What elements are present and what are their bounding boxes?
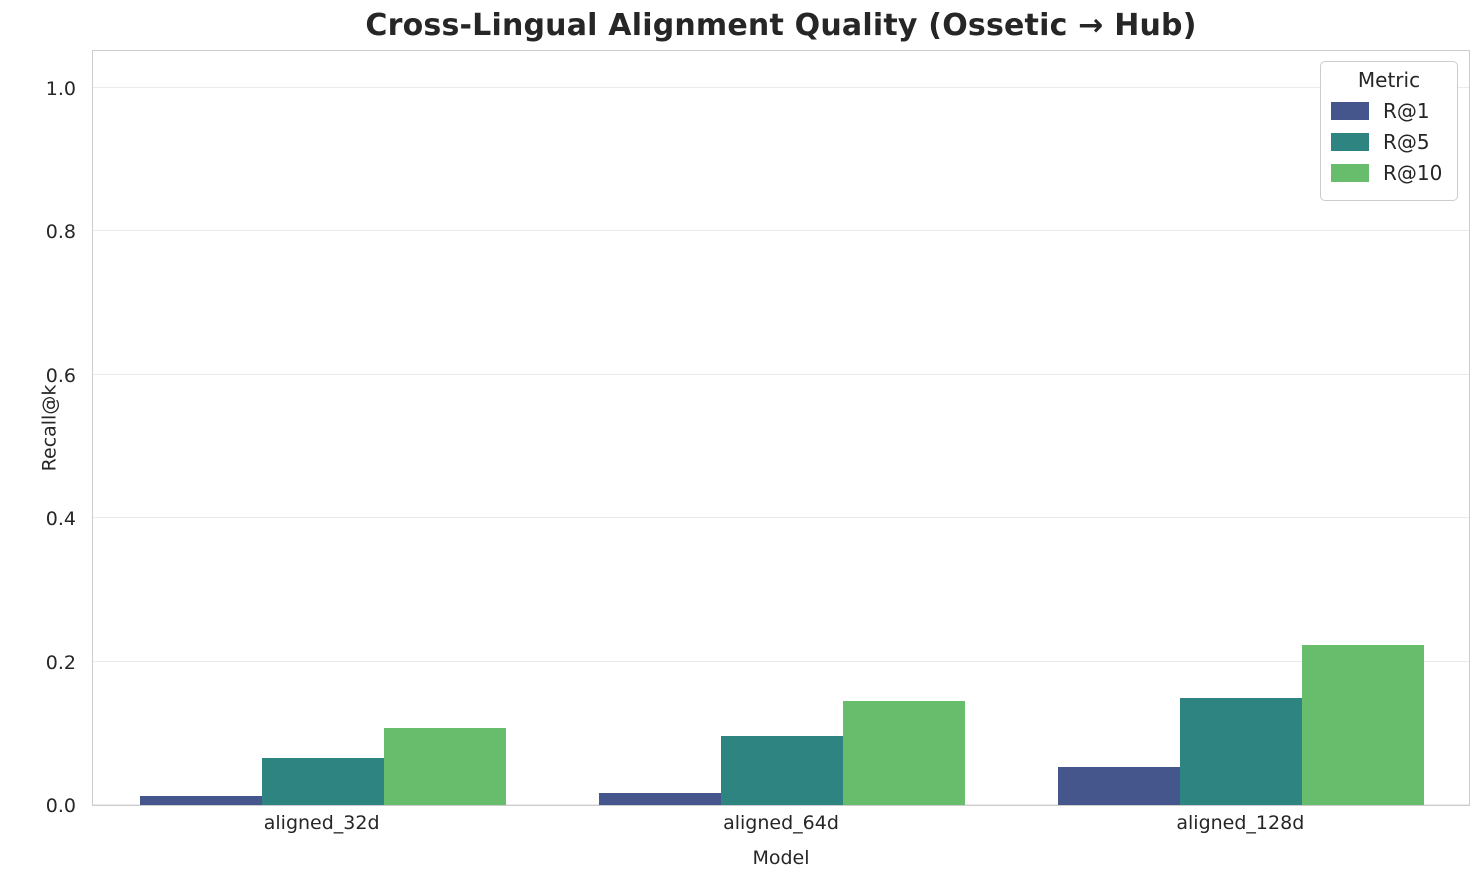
bar-aligned_64d-R@1 xyxy=(599,792,721,805)
y-axis: 0.0 0.2 0.4 0.6 0.8 1.0 xyxy=(0,50,84,817)
legend-swatch-icon xyxy=(1331,133,1369,151)
legend-label: R@1 xyxy=(1383,99,1430,123)
y-tick-label: 0.8 xyxy=(45,221,76,244)
bar-aligned_32d-R@10 xyxy=(383,727,506,805)
chart-title: Cross-Lingual Alignment Quality (Ossetic… xyxy=(365,8,1197,43)
bar-aligned_128d-R@5 xyxy=(1180,698,1303,805)
y-tick-label: 0.0 xyxy=(45,795,76,817)
x-tick-label: aligned_128d xyxy=(1176,812,1305,834)
y-tick-label: 0.6 xyxy=(45,364,76,387)
y-tick-label: 0.2 xyxy=(45,651,76,674)
gridline xyxy=(93,517,1469,519)
x-axis-label: Model xyxy=(752,847,810,869)
y-axis-label: Recall@k xyxy=(38,384,61,472)
plot-area: Metric R@1 R@5 R@10 xyxy=(92,50,1470,806)
legend-swatch-icon xyxy=(1331,102,1369,120)
legend-label: R@5 xyxy=(1383,130,1430,154)
bar-aligned_128d-R@10 xyxy=(1302,645,1425,805)
bar-aligned_64d-R@10 xyxy=(843,701,965,805)
legend-swatch-icon xyxy=(1331,164,1369,182)
x-axis: aligned_32d aligned_64d aligned_128d xyxy=(92,812,1470,846)
bar-aligned_64d-R@5 xyxy=(721,736,843,805)
legend-item: R@10 xyxy=(1331,161,1447,185)
x-tick-label: aligned_64d xyxy=(723,812,839,834)
legend-label: R@10 xyxy=(1383,161,1443,185)
bar-aligned_32d-R@1 xyxy=(139,795,262,805)
y-tick-label: 1.0 xyxy=(45,77,76,100)
gridline xyxy=(93,86,1469,88)
legend-title: Metric xyxy=(1357,68,1421,92)
bar-aligned_128d-R@1 xyxy=(1058,767,1181,805)
x-tick-label: aligned_32d xyxy=(263,812,380,834)
y-tick-label: 0.4 xyxy=(45,508,76,531)
gridline xyxy=(93,373,1469,375)
bar-aligned_32d-R@5 xyxy=(261,758,384,805)
gridline xyxy=(93,660,1469,662)
legend-item: R@1 xyxy=(1331,99,1447,123)
gridline xyxy=(93,230,1469,232)
legend-item: R@5 xyxy=(1331,130,1447,154)
legend: Metric R@1 R@5 R@10 xyxy=(1320,61,1458,201)
